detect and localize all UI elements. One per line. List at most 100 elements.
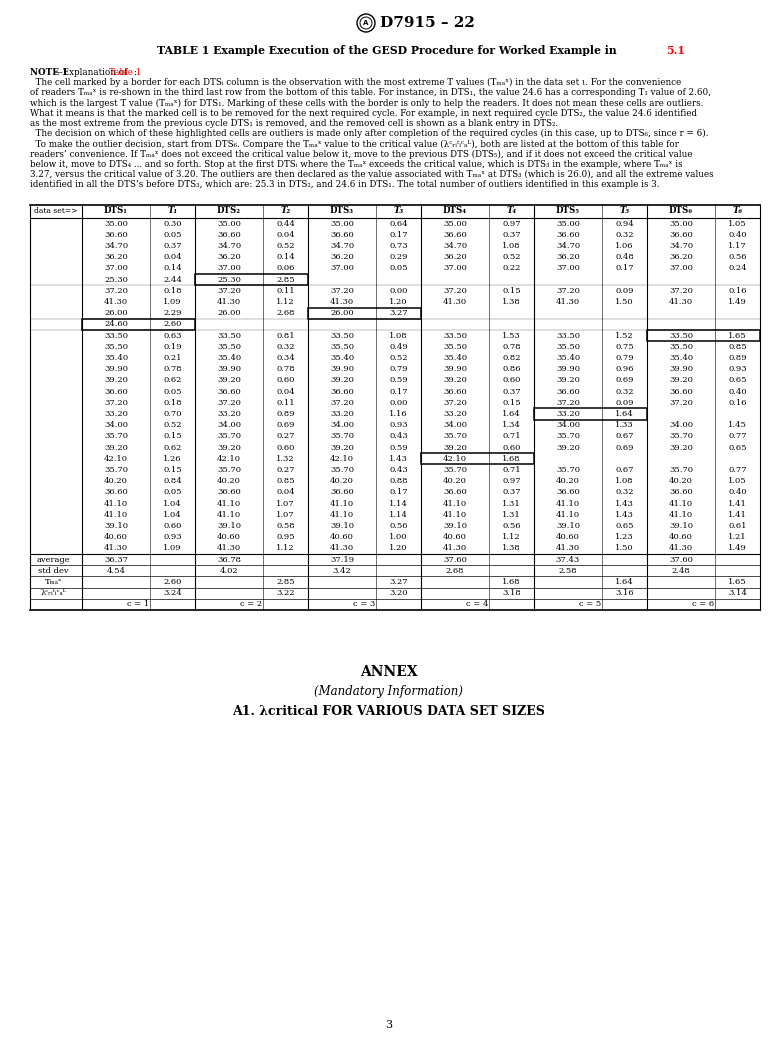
Text: 36.20: 36.20 bbox=[443, 253, 467, 261]
Text: 1.23: 1.23 bbox=[615, 533, 634, 541]
Text: 33.20: 33.20 bbox=[217, 410, 241, 418]
Text: 0.70: 0.70 bbox=[163, 410, 182, 418]
Text: 40.60: 40.60 bbox=[330, 533, 354, 541]
Text: 33.50: 33.50 bbox=[443, 332, 467, 339]
Text: 1.12: 1.12 bbox=[276, 544, 295, 553]
Text: 0.09: 0.09 bbox=[615, 399, 634, 407]
Text: 0.96: 0.96 bbox=[615, 365, 634, 374]
Text: 0.00: 0.00 bbox=[389, 399, 408, 407]
Bar bbox=[647, 330, 760, 341]
Text: which is the largest T value (Τₘₐˣ) for DTS₁. Marking of these cells with the bo: which is the largest T value (Τₘₐˣ) for … bbox=[30, 99, 703, 107]
Text: 41.10: 41.10 bbox=[669, 511, 693, 518]
Text: 35.70: 35.70 bbox=[669, 432, 693, 440]
Text: 0.04: 0.04 bbox=[276, 231, 295, 238]
Text: 0.94: 0.94 bbox=[615, 220, 634, 228]
Text: 0.85: 0.85 bbox=[276, 477, 295, 485]
Text: 0.48: 0.48 bbox=[615, 253, 634, 261]
Text: 35.40: 35.40 bbox=[217, 354, 241, 362]
Text: 1.64: 1.64 bbox=[502, 410, 521, 418]
Text: 0.24: 0.24 bbox=[728, 264, 747, 273]
Text: 35.50: 35.50 bbox=[443, 342, 467, 351]
Text: 5.1: 5.1 bbox=[666, 45, 685, 55]
Text: 35.70: 35.70 bbox=[104, 432, 128, 440]
Text: 36.60: 36.60 bbox=[669, 387, 693, 396]
Text: 3.24: 3.24 bbox=[163, 589, 182, 598]
Text: 39.90: 39.90 bbox=[104, 365, 128, 374]
Text: DTS₆: DTS₆ bbox=[669, 206, 693, 215]
Text: 36.60: 36.60 bbox=[330, 231, 354, 238]
Text: 25.30: 25.30 bbox=[217, 276, 241, 283]
Text: 37.43: 37.43 bbox=[555, 556, 580, 563]
Text: 2.85: 2.85 bbox=[276, 276, 295, 283]
Text: 1.43: 1.43 bbox=[615, 500, 634, 508]
Text: 39.20: 39.20 bbox=[217, 377, 241, 384]
Text: 1.32: 1.32 bbox=[276, 455, 295, 463]
Text: 36.20: 36.20 bbox=[556, 253, 580, 261]
Text: 36.60: 36.60 bbox=[217, 231, 241, 238]
Text: 41.10: 41.10 bbox=[217, 500, 241, 508]
Text: 3.27: 3.27 bbox=[389, 578, 408, 586]
Text: 37.20: 37.20 bbox=[217, 287, 241, 295]
Text: 1.21: 1.21 bbox=[728, 533, 747, 541]
Text: 37.00: 37.00 bbox=[443, 264, 467, 273]
Text: 41.10: 41.10 bbox=[556, 500, 580, 508]
Text: T₁: T₁ bbox=[167, 206, 177, 215]
Text: 0.22: 0.22 bbox=[503, 264, 520, 273]
Text: 40.60: 40.60 bbox=[556, 533, 580, 541]
Text: 37.20: 37.20 bbox=[556, 399, 580, 407]
Text: 1.52: 1.52 bbox=[615, 332, 634, 339]
Text: 39.90: 39.90 bbox=[443, 365, 467, 374]
Text: 2.60: 2.60 bbox=[163, 321, 182, 328]
Text: Tₘₐˣ: Tₘₐˣ bbox=[44, 578, 62, 586]
Text: NOTE 1: NOTE 1 bbox=[30, 68, 68, 77]
Text: 36.37: 36.37 bbox=[104, 556, 128, 563]
Text: 0.65: 0.65 bbox=[728, 443, 747, 452]
Text: 1.31: 1.31 bbox=[502, 500, 521, 508]
Text: 0.67: 0.67 bbox=[615, 432, 634, 440]
Text: 26.00: 26.00 bbox=[217, 309, 241, 318]
Text: 0.11: 0.11 bbox=[276, 399, 295, 407]
Text: 1.09: 1.09 bbox=[163, 298, 182, 306]
Text: 0.15: 0.15 bbox=[163, 432, 182, 440]
Text: 35.40: 35.40 bbox=[669, 354, 693, 362]
Text: 2.44: 2.44 bbox=[163, 276, 182, 283]
Text: 0.37: 0.37 bbox=[502, 488, 520, 497]
Text: 0.05: 0.05 bbox=[163, 231, 182, 238]
Text: 0.52: 0.52 bbox=[163, 422, 182, 429]
Text: 37.20: 37.20 bbox=[330, 399, 354, 407]
Text: 1.08: 1.08 bbox=[615, 477, 634, 485]
Text: 36.78: 36.78 bbox=[217, 556, 241, 563]
Text: 2.85: 2.85 bbox=[276, 578, 295, 586]
Text: 0.60: 0.60 bbox=[163, 522, 182, 530]
Text: 41.30: 41.30 bbox=[217, 298, 241, 306]
Text: 0.52: 0.52 bbox=[389, 354, 408, 362]
Text: 36.60: 36.60 bbox=[330, 387, 354, 396]
Text: 26.00: 26.00 bbox=[104, 309, 128, 318]
Text: 41.30: 41.30 bbox=[217, 544, 241, 553]
Text: 0.56: 0.56 bbox=[728, 253, 747, 261]
Bar bbox=[308, 307, 421, 319]
Text: 36.60: 36.60 bbox=[556, 231, 580, 238]
Text: 1.05: 1.05 bbox=[728, 220, 747, 228]
Text: 1.14: 1.14 bbox=[389, 511, 408, 518]
Text: 3.18: 3.18 bbox=[502, 589, 521, 598]
Text: 0.17: 0.17 bbox=[389, 387, 408, 396]
Text: 0.49: 0.49 bbox=[389, 342, 408, 351]
Text: A1. λcritical FOR VARIOUS DATA SET SIZES: A1. λcritical FOR VARIOUS DATA SET SIZES bbox=[233, 705, 545, 718]
Text: 36.60: 36.60 bbox=[217, 488, 241, 497]
Text: 1.65: 1.65 bbox=[728, 578, 747, 586]
Text: 0.37: 0.37 bbox=[502, 387, 520, 396]
Text: 0.93: 0.93 bbox=[163, 533, 182, 541]
Text: 4.02: 4.02 bbox=[219, 566, 238, 575]
Text: 1.64: 1.64 bbox=[615, 410, 634, 418]
Text: 41.10: 41.10 bbox=[104, 511, 128, 518]
Text: Table 1: Table 1 bbox=[109, 68, 142, 77]
Text: 0.32: 0.32 bbox=[615, 231, 634, 238]
Text: 0.00: 0.00 bbox=[389, 287, 408, 295]
Text: T₅: T₅ bbox=[619, 206, 629, 215]
Text: 1.49: 1.49 bbox=[728, 298, 747, 306]
Text: 0.16: 0.16 bbox=[728, 399, 747, 407]
Text: 37.60: 37.60 bbox=[443, 556, 467, 563]
Text: 1.38: 1.38 bbox=[502, 298, 521, 306]
Text: 39.10: 39.10 bbox=[556, 522, 580, 530]
